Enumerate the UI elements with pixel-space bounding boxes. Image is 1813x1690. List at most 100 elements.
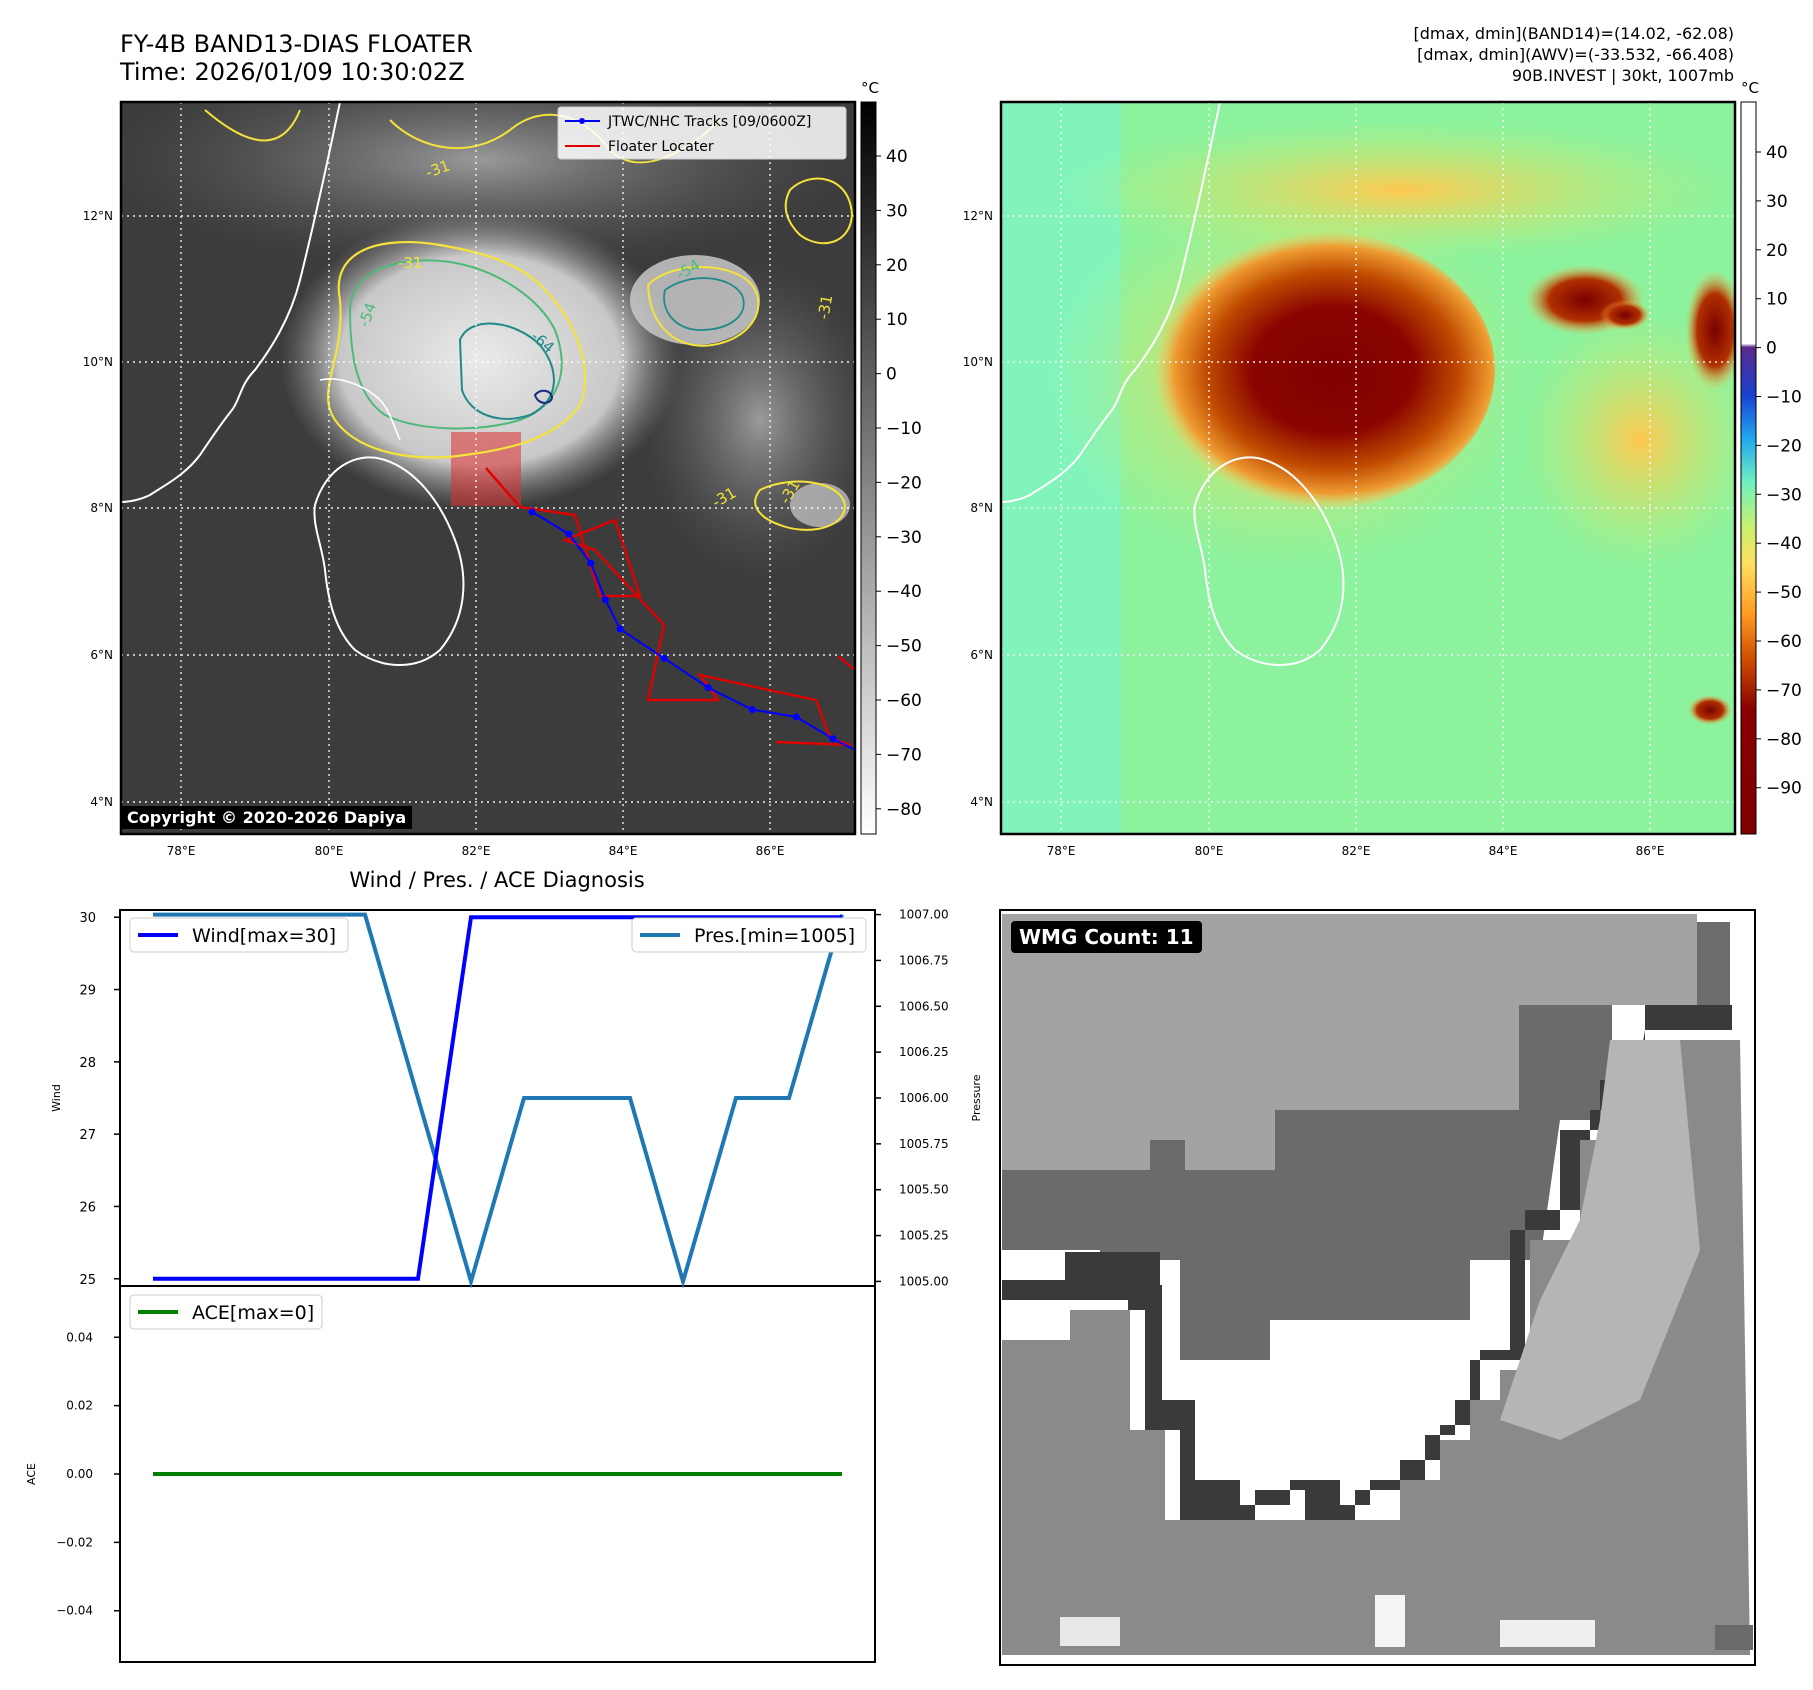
lon-label: 80°E <box>1195 844 1224 858</box>
wmg-region-dark-corner <box>1697 922 1730 1005</box>
colorbar-tick-label: −40 <box>1766 534 1802 554</box>
lon-label: 84°E <box>609 844 638 858</box>
lon-label: 86°E <box>1636 844 1665 858</box>
wmg-region-mid <box>1002 1005 1630 1360</box>
ir-colorbar-unit: °C <box>861 79 879 97</box>
colorbar-tick-label: 10 <box>1766 290 1788 310</box>
ace-axis-ticks: 0.04 0.02 0.00 −0.02 −0.04 <box>56 1330 120 1618</box>
ir-gridlines <box>121 102 855 834</box>
contour-minus54 <box>348 259 563 430</box>
jtwc-track-points <box>528 508 837 743</box>
colorbar-tick-label: −10 <box>1766 388 1802 408</box>
enh-cell-ne <box>1685 270 1735 390</box>
wind-axis-ticks: 30 29 28 27 26 25 <box>79 911 120 1288</box>
colorbar-tick-label: 20 <box>886 256 908 276</box>
ace-legend-label: ACE[max=0] <box>192 1302 314 1324</box>
jtwc-track-point <box>704 684 712 692</box>
colorbar-tick-label: −90 <box>1766 779 1802 799</box>
info-awv: [dmax, dmin](AWV)=(-33.532, -66.408) <box>1417 45 1734 64</box>
ir-colorbar-ticks: 40 30 20 10 0 −10 −20 −30 −40 −50 −60 −70 −80 <box>876 147 922 820</box>
jtwc-track-point <box>660 654 668 662</box>
map-legend: JTWC/NHC Tracks [09/0600Z] Floater Locat… <box>557 106 847 160</box>
enh-colorbar: °C 40 30 20 10 0 −10 −20 −30 −40 −50 −60 −70 −80 −90 <box>1740 79 1802 835</box>
colorbar-tick-label: 30 <box>886 201 908 221</box>
enh-east-cloud <box>1520 310 1735 570</box>
pressure-series-line <box>153 912 844 1289</box>
wind-legend: Wind[max=30] <box>129 917 349 953</box>
wmg-frame <box>999 909 1756 1666</box>
wmg-dark-spot <box>1715 1625 1753 1650</box>
wind-axis-label: Wind <box>50 1084 63 1112</box>
mannar-coastline <box>319 378 401 441</box>
lat-label: 12°N <box>963 209 993 223</box>
enh-colorbar-gradient <box>1740 101 1757 835</box>
ace-tick-label: 0.00 <box>66 1467 93 1481</box>
contour-minus80 <box>533 389 554 404</box>
contour-east-54 <box>663 277 745 331</box>
figure-time: Time: 2026/01/09 10:30:02Z <box>119 58 465 86</box>
enh-storm-core <box>1135 230 1495 510</box>
colorbar-tick-label: −80 <box>1766 730 1802 750</box>
wind-tick-label: 30 <box>79 911 96 926</box>
colorbar-tick-label: −70 <box>1766 681 1802 701</box>
info-band14: [dmax, dmin](BAND14)=(14.02, -62.08) <box>1414 24 1735 43</box>
lat-label: 10°N <box>83 355 113 369</box>
colorbar-tick-label: 0 <box>1766 339 1777 359</box>
colorbar-tick-label: −30 <box>1766 485 1802 505</box>
wmg-edge-dark <box>1002 1005 1732 1520</box>
lon-label: 84°E <box>1489 844 1518 858</box>
colorbar-tick-label: 40 <box>886 147 908 167</box>
pressure-tick-label: 1006.25 <box>899 1045 949 1059</box>
enh-sri-lanka-coastline <box>1193 456 1345 666</box>
pressure-tick-label: 1006.50 <box>899 999 949 1013</box>
enh-cell-south <box>1688 695 1732 725</box>
lat-label: 8°N <box>90 501 113 515</box>
colorbar-tick-label: −60 <box>886 691 922 711</box>
ace-tick-label: −0.04 <box>56 1604 93 1618</box>
lon-label: 82°E <box>462 844 491 858</box>
pressure-tick-label: 1006.75 <box>899 953 949 967</box>
colorbar-tick-label: 30 <box>1766 192 1788 212</box>
pressure-tick-label: 1007.00 <box>899 908 949 922</box>
colorbar-tick-label: −50 <box>886 637 922 657</box>
colorbar-tick-label: −40 <box>886 582 922 602</box>
ir-cloud-small <box>790 483 850 527</box>
enhanced-map-panel: 78°E 80°E 82°E 84°E 86°E 12°N 10°N 8°N 6… <box>963 100 1737 858</box>
pressure-legend-label: Pres.[min=1005] <box>694 925 855 947</box>
ir-cloud-cluster-east <box>630 255 760 345</box>
wmg-panel <box>999 909 1756 1666</box>
sri-lanka-coastline <box>313 456 465 666</box>
jtwc-track-point <box>616 625 624 633</box>
wind-series-line <box>153 915 842 1281</box>
colorbar-tick-label: −10 <box>886 419 922 439</box>
wind-tick-label: 28 <box>79 1056 96 1071</box>
wind-tick-label: 27 <box>79 1128 96 1143</box>
contour-label: -31 <box>814 293 836 320</box>
lon-label: 80°E <box>315 844 344 858</box>
wmg-region-light <box>1002 914 1697 1170</box>
pressure-axis-ticks: 1007.00 1006.75 1006.50 1006.25 1006.00 1005.… <box>875 908 949 1288</box>
colorbar-tick-label: 40 <box>1766 143 1788 163</box>
wmg-light-band <box>1500 1040 1700 1440</box>
lat-label: 6°N <box>970 648 993 662</box>
info-storm: 90B.INVEST | 30kt, 1007mb <box>1512 66 1734 85</box>
contour-minus31 <box>326 241 587 459</box>
lon-label: 78°E <box>167 844 196 858</box>
contour-east-31 <box>646 266 760 347</box>
pressure-tick-label: 1005.25 <box>899 1229 949 1243</box>
wmg-white-spot-3 <box>1500 1620 1595 1647</box>
lat-label: 8°N <box>970 501 993 515</box>
pressure-tick-label: 1005.00 <box>899 1274 949 1288</box>
ace-tick-label: 0.02 <box>66 1399 93 1413</box>
enh-colorbar-ticks: 40 30 20 10 0 −10 −20 −30 −40 −50 −60 −70 −80 −90 <box>1756 143 1802 799</box>
colorbar-tick-label: −20 <box>886 473 922 493</box>
colorbar-tick-label: −80 <box>886 800 922 820</box>
colorbar-tick-label: −70 <box>886 745 922 765</box>
wmg-region-lower <box>1002 1040 1750 1655</box>
colorbar-tick-label: −30 <box>886 528 922 548</box>
enh-lon-labels: 78°E 80°E 82°E 84°E 86°E <box>1047 844 1665 858</box>
enh-colorbar-unit: °C <box>1741 79 1759 97</box>
ace-legend: ACE[max=0] <box>129 1294 323 1330</box>
contour-minus64 <box>458 322 555 420</box>
enh-cell-small <box>1600 300 1650 330</box>
